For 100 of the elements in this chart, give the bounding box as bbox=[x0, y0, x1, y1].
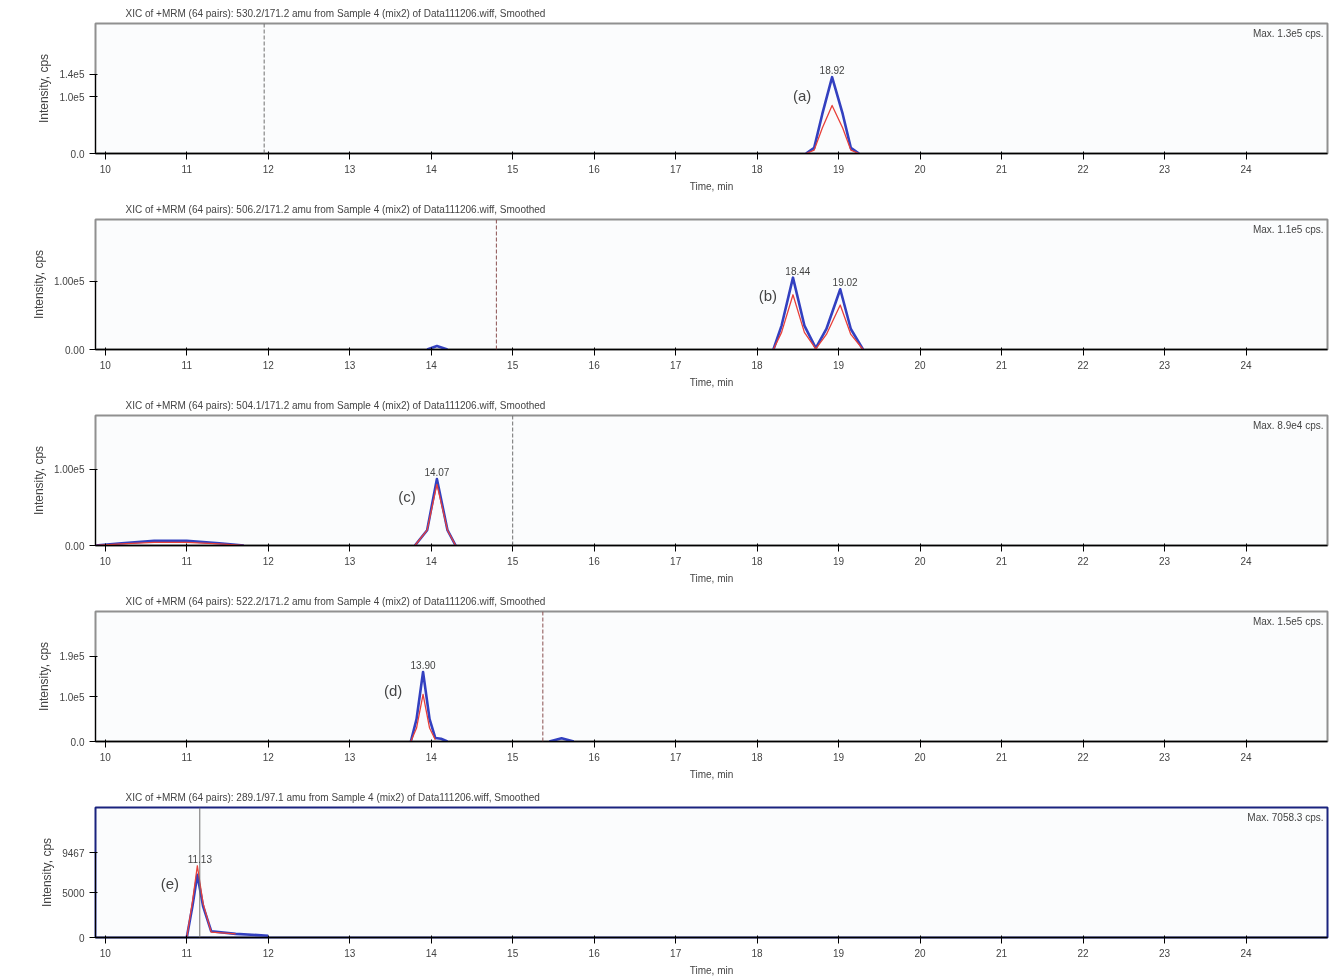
x-tick-label: 15 bbox=[507, 751, 519, 763]
x-tick-label: 10 bbox=[99, 359, 112, 371]
x-tick-label: 23 bbox=[1158, 359, 1171, 371]
line-series bbox=[410, 693, 436, 742]
x-tick-label: 21 bbox=[996, 555, 1008, 567]
x-tick-label: 10 bbox=[99, 947, 112, 959]
x-tick-label: 22 bbox=[1077, 751, 1090, 763]
y-tick-label: 9467 bbox=[62, 847, 85, 859]
x-tick-label: 19 bbox=[833, 555, 845, 567]
y-tick-label: 1.00e5 bbox=[53, 464, 85, 476]
x-tick-label: 15 bbox=[507, 359, 519, 371]
x-tick-label: 19 bbox=[833, 359, 845, 371]
x-tick-label: 16 bbox=[588, 163, 601, 175]
x-tick-label: 23 bbox=[1158, 751, 1171, 763]
y-tick-label: 1.0e5 bbox=[59, 91, 85, 103]
x-tick-label: 11 bbox=[181, 947, 193, 959]
annotation: 13.90 bbox=[410, 660, 437, 672]
annotation: (d) bbox=[383, 681, 403, 699]
x-tick-label: 24 bbox=[1240, 751, 1253, 763]
y-axis-title: Intensity, cps bbox=[40, 837, 55, 908]
chart-title: XIC of +MRM (64 pairs): 522.2/171.2 amu from Sample 4 (mix2) of Data111206.wiff, Smoothed bbox=[125, 595, 546, 607]
x-tick-label: 16 bbox=[588, 751, 601, 763]
x-tick-label: 16 bbox=[588, 555, 601, 567]
y-axis-title: Intensity, cps bbox=[37, 641, 52, 712]
x-tick-label: 18 bbox=[751, 163, 764, 175]
x-axis-title: Time, min bbox=[689, 376, 734, 388]
x-tick-label: 17 bbox=[670, 163, 682, 175]
x-tick-label: 12 bbox=[262, 555, 275, 567]
y-tick-label: 0.0 bbox=[70, 736, 85, 748]
x-tick-label: 18 bbox=[751, 751, 764, 763]
x-axis-title: Time, min bbox=[689, 768, 734, 780]
annotation: Max. 1.5e5 cps. bbox=[1252, 615, 1324, 627]
x-tick-label: 21 bbox=[996, 751, 1008, 763]
chart-title: XIC of +MRM (64 pairs): 506.2/171.2 amu from Sample 4 (mix2) of Data111206.wiff, Smoothed bbox=[125, 203, 546, 215]
x-tick-label: 13 bbox=[344, 163, 356, 175]
x-tick-label: 18 bbox=[751, 947, 764, 959]
annotation: Max. 1.1e5 cps. bbox=[1252, 223, 1324, 235]
x-tick-label: 15 bbox=[507, 555, 519, 567]
x-tick-label: 24 bbox=[1240, 947, 1253, 959]
x-tick-label: 12 bbox=[262, 163, 275, 175]
x-tick-label: 11 bbox=[181, 163, 193, 175]
y-tick-label: 5000 bbox=[62, 887, 85, 899]
y-tick-label: 1.4e5 bbox=[59, 69, 85, 81]
x-tick-label: 20 bbox=[914, 163, 927, 175]
x-tick-label: 23 bbox=[1158, 947, 1171, 959]
chart-title: XIC of +MRM (64 pairs): 289.1/97.1 amu from Sample 4 (mix2) of Data111206.wiff, Smoothed bbox=[125, 791, 540, 803]
x-tick-label: 22 bbox=[1077, 947, 1090, 959]
y-tick-label: 0.0 bbox=[70, 148, 85, 160]
x-tick-label: 23 bbox=[1158, 555, 1171, 567]
annotation: 14.07 bbox=[424, 466, 450, 478]
y-axis-title: Intensity, cps bbox=[31, 445, 46, 516]
x-tick-label: 14 bbox=[425, 555, 438, 567]
y-tick-label: 1.00e5 bbox=[53, 276, 85, 288]
y-axis-title: Intensity, cps bbox=[37, 53, 52, 124]
x-tick-label: 13 bbox=[344, 947, 356, 959]
x-tick-label: 15 bbox=[507, 163, 519, 175]
annotation: Max. 8.9e4 cps. bbox=[1252, 419, 1324, 431]
x-tick-label: 23 bbox=[1158, 163, 1171, 175]
x-tick-label: 19 bbox=[833, 751, 845, 763]
x-tick-label: 14 bbox=[425, 751, 438, 763]
x-tick-label: 19 bbox=[833, 947, 845, 959]
x-tick-label: 11 bbox=[181, 359, 193, 371]
annotation: 18.92 bbox=[819, 65, 846, 77]
annotation: Max. 1.3e5 cps. bbox=[1252, 27, 1324, 39]
x-tick-label: 14 bbox=[425, 359, 438, 371]
x-tick-label: 17 bbox=[670, 555, 682, 567]
x-tick-label: 12 bbox=[262, 359, 275, 371]
x-tick-label: 16 bbox=[588, 359, 601, 371]
x-tick-label: 17 bbox=[670, 359, 682, 371]
annotation: 19.02 bbox=[832, 277, 859, 289]
x-axis-title: Time, min bbox=[689, 572, 734, 584]
x-tick-label: 21 bbox=[996, 163, 1008, 175]
x-tick-label: 16 bbox=[588, 947, 601, 959]
annotation: 11.13 bbox=[187, 853, 213, 865]
annotation: Max. 7058.3 cps. bbox=[1247, 811, 1324, 823]
chart-title: XIC of +MRM (64 pairs): 504.1/171.2 amu from Sample 4 (mix2) of Data111206.wiff, Smoothed bbox=[125, 399, 546, 411]
y-tick-label: 0.00 bbox=[65, 540, 85, 552]
x-axis-title: Time, min bbox=[689, 180, 734, 192]
x-tick-label: 14 bbox=[425, 163, 438, 175]
x-axis-title: Time, min bbox=[689, 964, 734, 976]
x-tick-label: 10 bbox=[99, 751, 112, 763]
x-tick-label: 10 bbox=[99, 555, 112, 567]
line-series bbox=[186, 865, 237, 938]
y-axis-title: Intensity, cps bbox=[31, 249, 46, 320]
x-tick-label: 21 bbox=[996, 359, 1008, 371]
x-tick-label: 11 bbox=[181, 555, 193, 567]
x-tick-label: 12 bbox=[262, 947, 275, 959]
x-tick-label: 18 bbox=[751, 555, 764, 567]
x-tick-label: 12 bbox=[262, 751, 275, 763]
y-tick-label: 1.9e5 bbox=[59, 651, 85, 663]
x-tick-label: 19 bbox=[833, 163, 845, 175]
y-tick-label: 1.0e5 bbox=[59, 691, 85, 703]
x-tick-label: 20 bbox=[914, 947, 927, 959]
x-tick-label: 13 bbox=[344, 555, 356, 567]
y-tick-label: 0 bbox=[78, 932, 85, 944]
annotation: (a) bbox=[792, 86, 812, 104]
x-tick-label: 13 bbox=[344, 359, 356, 371]
x-tick-label: 17 bbox=[670, 947, 682, 959]
x-tick-label: 15 bbox=[507, 947, 519, 959]
annotation: (c) bbox=[398, 488, 416, 506]
